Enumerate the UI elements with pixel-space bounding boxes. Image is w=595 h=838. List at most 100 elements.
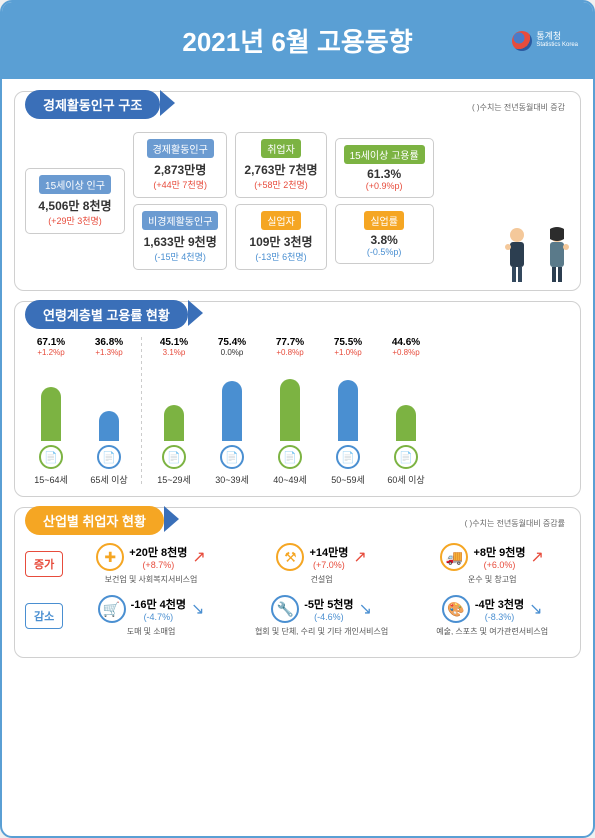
section-note: ( )수치는 전년동월대비 증감 (472, 102, 565, 113)
industry-name: 건설업 (311, 574, 333, 585)
down-arrow-icon: ↘ (191, 599, 204, 619)
bar-item: 36.8% +1.3%p 📄 65세 이상 (83, 337, 135, 486)
logo: 통계청 Statistics Korea (512, 31, 578, 51)
bar-change: +1.2%p (25, 348, 77, 357)
up-arrow-icon: ↗ (353, 547, 366, 567)
col-employ: 취업자 2,763만 7천명 (+58만 2천명) 실업자 109만 3천명 (… (235, 132, 326, 270)
bar-track (83, 361, 135, 441)
logo-text: 통계청 Statistics Korea (536, 32, 578, 48)
industry-icon: ⚒ (276, 543, 304, 571)
page-title: 2021년 6월 고용동향 (182, 22, 412, 59)
bar-pct: 67.1% (25, 337, 77, 348)
doc-icon: 📄 (39, 445, 63, 469)
bar-change: 3.1%p (148, 348, 200, 357)
doc-icon: 📄 (394, 445, 418, 469)
doc-icon: 📄 (336, 445, 360, 469)
bar-change: 0.0%p (206, 348, 258, 357)
bar-item: 75.4% 0.0%p 📄 30~39세 (206, 337, 258, 486)
man-icon (500, 225, 535, 285)
industry-top: 🎨 -4만 3천명 (-8.3%) ↘ (442, 595, 543, 623)
box-econ: 경제활동인구 2,873만명 (+44만 7천명) (133, 132, 227, 198)
industry-item: 🚚 +8만 9천명 (+6.0%) ↗ 운수 및 창고업 (422, 543, 562, 585)
content: 경제활동인구 구조 ( )수치는 전년동월대비 증감 15세이상 인구 4,50… (2, 79, 593, 680)
box-change: (+29만 3천명) (34, 214, 116, 227)
decrease-row: 감소 🛒 -16만 4천명 (-4.7%) ↘ 도매 및 소매업 🔧 -5만 5… (25, 595, 570, 637)
box-value: 4,506만 8천명 (34, 197, 116, 214)
industry-top: 🚚 +8만 9천명 (+6.0%) ↗ (440, 543, 543, 571)
industry-stats: -16만 4천명 (-4.7%) (131, 596, 186, 622)
bar-change: +0.8%p (380, 348, 432, 357)
bar-fill (41, 387, 61, 441)
industry-top: 🛒 -16만 4천명 (-4.7%) ↘ (98, 595, 205, 623)
industry-top: ⚒ +14만명 (+7.0%) ↗ (276, 543, 366, 571)
box-label: 15세이상 인구 (39, 175, 111, 194)
industry-stats: -4만 3천명 (-8.3%) (475, 596, 524, 622)
box-value: 109만 3천명 (244, 233, 317, 250)
bar-change: +1.0%p (322, 348, 374, 357)
section-industry: 산업별 취업자 현황 ( )수치는 전년동월대비 증감률 증가 ✚ +20만 8… (14, 507, 581, 658)
box-change: (+0.9%p) (344, 181, 425, 191)
bar-pct: 77.7% (264, 337, 316, 348)
box-value: 2,763만 7천명 (244, 161, 317, 178)
bar-pct: 75.5% (322, 337, 374, 348)
structure-diagram: 15세이상 인구 4,506만 8천명 (+29만 3천명) 경제활동인구 2,… (25, 132, 570, 270)
bar-age: 40~49세 (264, 473, 316, 486)
doc-icon: 📄 (97, 445, 121, 469)
industry-stats: +14만명 (+7.0%) (309, 544, 348, 570)
section-title: 연령계층별 고용률 현황 (25, 300, 188, 329)
industry-icon: 🎨 (442, 595, 470, 623)
box-unemprate: 실업률 3.8% (-0.5%p) (335, 204, 434, 264)
box-label: 실업률 (364, 211, 404, 230)
industry-item: ✚ +20만 8천명 (+8.7%) ↗ 보건업 및 사회복지서비스업 (81, 543, 221, 585)
doc-icon: 📄 (162, 445, 186, 469)
bar-change: +1.3%p (83, 348, 135, 357)
header: 2021년 6월 고용동향 통계청 Statistics Korea (2, 2, 593, 79)
decrease-label: 감소 (25, 603, 63, 629)
industry-pct: (-4.6%) (304, 612, 353, 622)
bar-track (148, 361, 200, 441)
industry-stats: +8만 9천명 (+6.0%) (473, 544, 525, 570)
box-nonecon: 비경제활동인구 1,633만 9천명 (-15만 4천명) (133, 204, 227, 270)
industry-stats: -5만 5천명 (-4.6%) (304, 596, 353, 622)
bar-age: 15~64세 (25, 473, 77, 486)
industry-name: 예술, 스포츠 및 여가관련서비스업 (436, 626, 548, 637)
box-label: 15세이상 고용률 (344, 145, 425, 164)
bar-item: 44.6% +0.8%p 📄 60세 이상 (380, 337, 432, 486)
down-arrow-icon: ↘ (359, 599, 372, 619)
section-agechart: 연령계층별 고용률 현황 67.1% +1.2%p 📄 15~64세 36.8%… (14, 301, 581, 497)
industry-name: 보건업 및 사회복지서비스업 (105, 574, 198, 585)
bar-change: +0.8%p (264, 348, 316, 357)
increase-row: 증가 ✚ +20만 8천명 (+8.7%) ↗ 보건업 및 사회복지서비스업 ⚒… (25, 543, 570, 585)
box-change: (-13만 6천명) (244, 250, 317, 263)
bar-track (380, 361, 432, 441)
logo-icon (512, 31, 532, 51)
industry-name: 도매 및 소매업 (127, 626, 176, 637)
industry-value: -16만 4천명 (131, 596, 186, 612)
industry-name: 협회 및 단체, 수리 및 기타 개인서비스업 (255, 626, 388, 637)
bar-track (322, 361, 374, 441)
bar-age: 65세 이상 (83, 473, 135, 486)
box-label: 실업자 (261, 211, 301, 230)
industry-top: ✚ +20만 8천명 (+8.7%) ↗ (96, 543, 206, 571)
industry-icon: ✚ (96, 543, 124, 571)
logo-name: 통계청 (536, 32, 578, 42)
box-value: 61.3% (344, 167, 425, 181)
bar-item: 45.1% 3.1%p 📄 15~29세 (148, 337, 200, 486)
bar-item: 77.7% +0.8%p 📄 40~49세 (264, 337, 316, 486)
infographic-container: 2021년 6월 고용동향 통계청 Statistics Korea 경제활동인… (0, 0, 595, 838)
bar-fill (396, 405, 416, 441)
up-arrow-icon: ↗ (192, 547, 205, 567)
bar-fill (222, 381, 242, 441)
box-emprate: 15세이상 고용률 61.3% (+0.9%p) (335, 138, 434, 198)
industry-value: +8만 9천명 (473, 544, 525, 560)
box-value: 3.8% (344, 233, 425, 247)
section-title: 산업별 취업자 현황 (25, 506, 164, 535)
bar-fill (338, 380, 358, 441)
down-arrow-icon: ↘ (529, 599, 542, 619)
box-change: (+44만 7천명) (142, 178, 218, 191)
woman-icon (540, 225, 575, 285)
industry-stats: +20만 8천명 (+8.7%) (129, 544, 187, 570)
industry-item: 🛒 -16만 4천명 (-4.7%) ↘ 도매 및 소매업 (81, 595, 221, 637)
bar-fill (280, 379, 300, 441)
industry-pct: (+6.0%) (473, 560, 525, 570)
